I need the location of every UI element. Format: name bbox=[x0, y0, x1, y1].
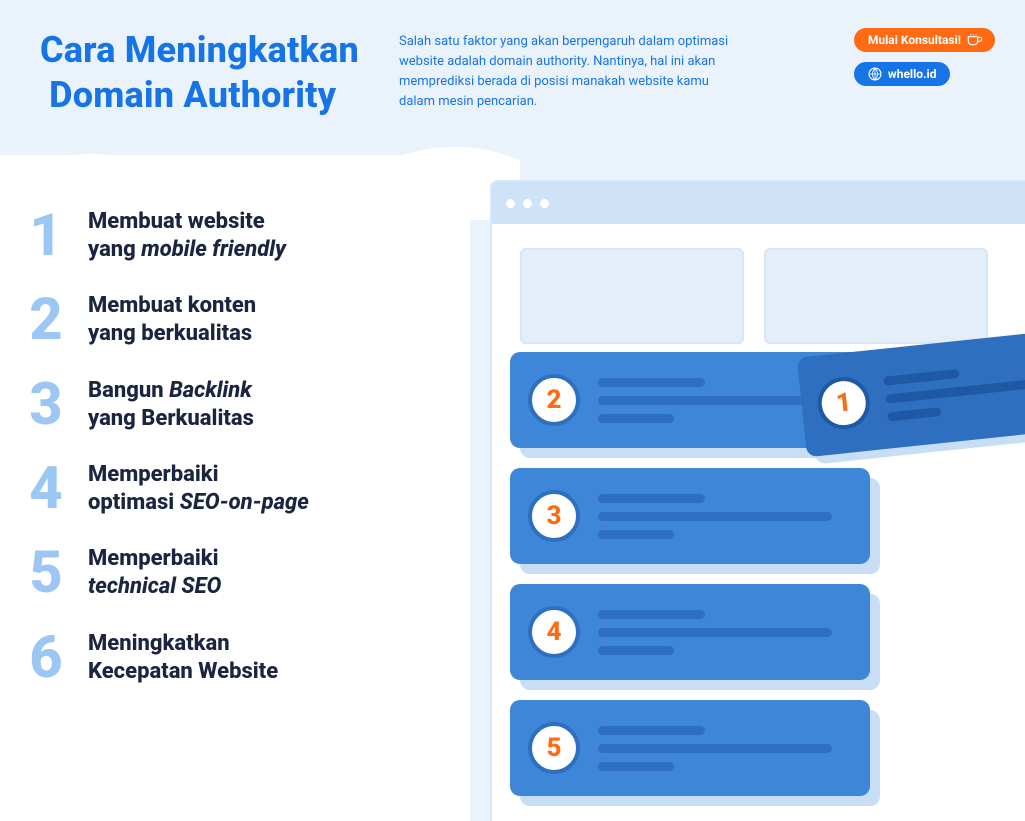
tips-list-item: 5 Memperbaikitechnical SEO bbox=[22, 545, 452, 601]
item-number: 4 bbox=[22, 463, 70, 515]
card-number-badge: 1 bbox=[815, 375, 872, 432]
card-number-badge: 3 bbox=[528, 490, 580, 542]
result-card: 3 bbox=[520, 478, 880, 574]
card-lines bbox=[598, 494, 852, 539]
item-number: 6 bbox=[22, 632, 70, 684]
card-face: 4 bbox=[510, 584, 870, 680]
placeholder-line bbox=[598, 646, 674, 655]
site-badge-label: whello.id bbox=[888, 67, 937, 81]
title-line2: Domain Authority bbox=[49, 74, 336, 116]
item-text: Bangun Backlinkyang Berkualitas bbox=[88, 377, 254, 433]
item-number: 1 bbox=[22, 210, 70, 262]
item-text: Membuat websiteyang mobile friendly bbox=[88, 208, 286, 264]
tips-list-item: 1 Membuat websiteyang mobile friendly bbox=[22, 208, 452, 264]
tips-list-item: 3 Bangun Backlinkyang Berkualitas bbox=[22, 377, 452, 433]
illustration: 2 3 4 5 1 bbox=[490, 180, 1025, 821]
card-number-badge: 5 bbox=[528, 722, 580, 774]
placeholder-line bbox=[598, 512, 832, 521]
coffee-cup-icon bbox=[967, 34, 983, 46]
result-card: 4 bbox=[520, 594, 880, 690]
window-dot bbox=[540, 199, 549, 208]
cta-button[interactable]: Mulai Konsultasi! bbox=[854, 28, 995, 52]
site-badge[interactable]: whello.id bbox=[854, 62, 951, 86]
header: Cara Meningkatkan Domain Authority Salah… bbox=[40, 28, 995, 118]
item-text: Membuat kontenyang berkualitas bbox=[88, 292, 256, 348]
card-face: 3 bbox=[510, 468, 870, 564]
browser-title-bar bbox=[492, 182, 1025, 224]
placeholder-line bbox=[598, 494, 705, 503]
window-dot bbox=[523, 199, 532, 208]
tips-list-item: 4 Memperbaikioptimasi SEO-on-page bbox=[22, 461, 452, 517]
tips-list-item: 6 MeningkatkanKecepatan Website bbox=[22, 630, 452, 686]
browser-window: 2 3 4 5 bbox=[490, 180, 1025, 821]
card-face: 5 bbox=[510, 700, 870, 796]
card-lines bbox=[598, 726, 852, 771]
card-lines bbox=[598, 610, 852, 655]
placeholder-line bbox=[598, 378, 705, 387]
placeholder-line bbox=[598, 762, 674, 771]
result-card: 5 bbox=[520, 710, 880, 806]
item-number: 3 bbox=[22, 379, 70, 431]
ghost-panel bbox=[520, 248, 744, 344]
cta-label: Mulai Konsultasi! bbox=[868, 33, 961, 47]
ghost-panel bbox=[764, 248, 988, 344]
placeholder-line bbox=[883, 368, 959, 385]
placeholder-line bbox=[598, 628, 832, 637]
placeholder-line bbox=[598, 396, 832, 405]
item-text: Memperbaikioptimasi SEO-on-page bbox=[88, 461, 309, 517]
cta-wrap: Mulai Konsultasi! whello.id bbox=[854, 28, 995, 118]
card-lines bbox=[883, 358, 1025, 422]
placeholder-line bbox=[598, 610, 705, 619]
placeholder-line bbox=[598, 726, 705, 735]
window-dot bbox=[506, 199, 515, 208]
item-text: Memperbaikitechnical SEO bbox=[88, 545, 221, 601]
placeholder-line bbox=[598, 530, 674, 539]
placeholder-line bbox=[887, 407, 942, 422]
held-card: 1 bbox=[806, 336, 1025, 465]
item-text: MeningkatkanKecepatan Website bbox=[88, 630, 278, 686]
globe-icon bbox=[868, 67, 882, 81]
tips-list: 1 Membuat websiteyang mobile friendly 2 Mem… bbox=[22, 208, 452, 686]
page-title: Cara Meningkatkan Domain Authority bbox=[40, 28, 359, 118]
intro-text: Salah satu faktor yang akan berpengaruh … bbox=[399, 32, 729, 118]
title-line1: Cara Meningkatkan bbox=[40, 29, 359, 71]
placeholder-line bbox=[598, 744, 832, 753]
tips-list-item: 2 Membuat kontenyang berkualitas bbox=[22, 292, 452, 348]
placeholder-line bbox=[598, 414, 674, 423]
item-number: 5 bbox=[22, 547, 70, 599]
item-number: 2 bbox=[22, 294, 70, 346]
card-number-badge: 4 bbox=[528, 606, 580, 658]
card-number-badge: 2 bbox=[528, 374, 580, 426]
